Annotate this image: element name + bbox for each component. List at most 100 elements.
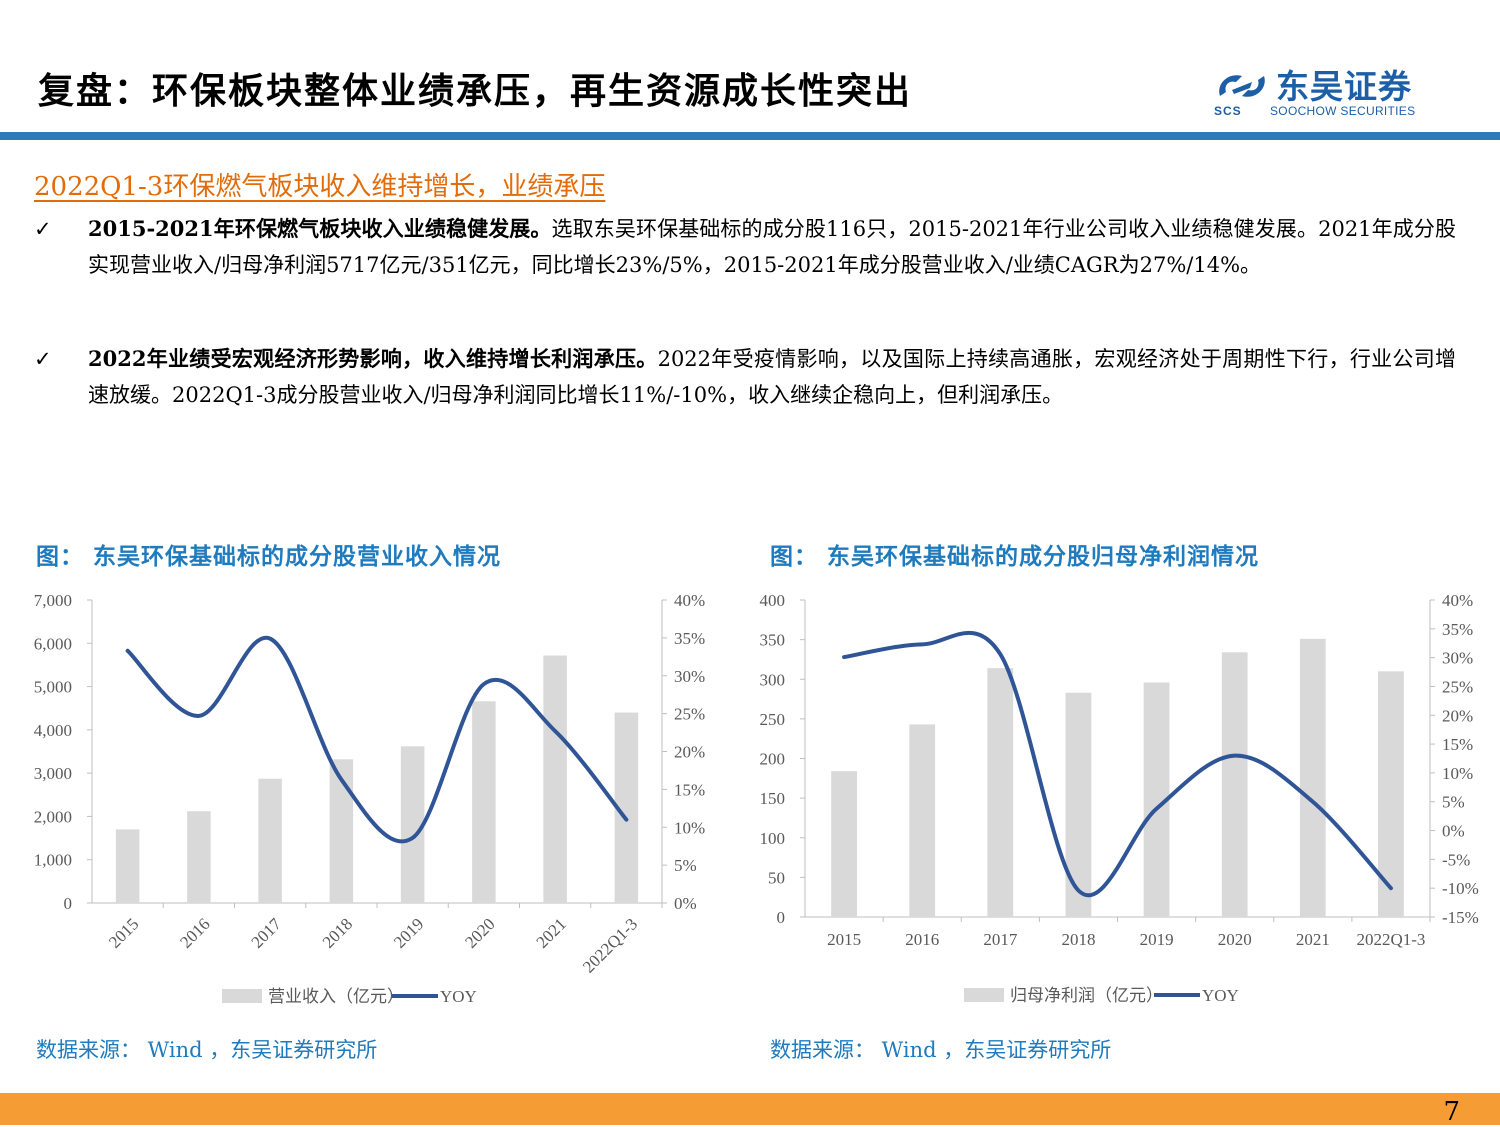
- bar: [115, 829, 140, 903]
- yoy-line: [125, 635, 629, 844]
- right-tick-label: 20%: [674, 743, 705, 762]
- check-icon: ✓: [34, 347, 52, 371]
- left-figure-title: 图： 东吴环保基础标的成分股营业收入情况: [36, 543, 502, 570]
- bullet-bold: 2015-2021年环保燃气板块收入业绩稳健发展。: [88, 216, 552, 241]
- left-tick-label: 350: [760, 631, 786, 650]
- bar: [472, 701, 496, 903]
- right-tick-label: 15%: [674, 780, 705, 799]
- left-tick-label: 0: [64, 894, 73, 913]
- page-number: 7: [1443, 1097, 1460, 1127]
- right-tick-label: 5%: [1442, 793, 1465, 812]
- bar: [909, 724, 936, 917]
- left-tick-label: 5,000: [34, 678, 72, 697]
- left-tick-label: 4,000: [34, 721, 72, 740]
- legend-bar-swatch: [964, 988, 1004, 1002]
- bar: [831, 771, 857, 917]
- net-profit-chart: 0 50 100 150 200 250 300 350 400 -15% -10% -5% 0% 5% 1…: [760, 591, 1479, 1005]
- right-tick-label: 15%: [1442, 735, 1473, 754]
- header-divider: [0, 132, 1500, 140]
- bar: [543, 655, 567, 903]
- left-tick-label: 250: [760, 710, 786, 729]
- left-tick-label: 7,000: [34, 591, 72, 610]
- bullet-text: 2015-2021年环保燃气板块收入业绩稳健发展。选取东吴环保基础标的成分股11…: [88, 211, 1456, 283]
- legend-line-label: YOY: [1202, 986, 1239, 1005]
- x-tick-label: 2016: [176, 914, 213, 951]
- x-tick-label: 2018: [319, 914, 356, 951]
- x-tick-label: 2017: [983, 930, 1018, 949]
- x-tick-label: 2022Q1-3: [579, 914, 641, 976]
- left-tick-label: 6,000: [34, 634, 72, 653]
- x-tick-label: 2021: [1296, 930, 1330, 949]
- bar: [1299, 638, 1326, 917]
- footer-bar: [0, 1093, 1500, 1125]
- x-tick-label: 2019: [390, 914, 427, 951]
- right-data-source: 数据来源： Wind ，东吴证券研究所: [770, 1038, 1112, 1062]
- left-tick-label: 150: [760, 789, 786, 808]
- x-tick-label: 2022Q1-3: [1356, 930, 1425, 949]
- right-tick-label: -5%: [1442, 850, 1470, 869]
- yoy-line: [842, 630, 1393, 898]
- right-tick-label: -15%: [1442, 908, 1479, 927]
- left-tick-label: 100: [760, 829, 786, 848]
- legend-line-label: YOY: [440, 987, 477, 1006]
- logo-icon: [1219, 75, 1265, 97]
- bullet-text: 2022年业绩受宏观经济形势影响，收入维持增长利润承压。2022年受疫情影响，以…: [88, 341, 1456, 413]
- right-tick-label: 35%: [674, 629, 705, 648]
- right-tick-label: 5%: [674, 856, 697, 875]
- x-tick-label: 2020: [461, 914, 498, 951]
- bar: [1221, 652, 1248, 917]
- left-tick-label: 400: [760, 591, 786, 610]
- left-data-source: 数据来源： Wind ，东吴证券研究所: [36, 1038, 378, 1062]
- left-tick-label: 1,000: [34, 851, 72, 870]
- x-tick-label: 2020: [1218, 930, 1252, 949]
- right-tick-label: 0%: [1442, 822, 1465, 841]
- bullet-body: 选取东吴环保基础标的成分股116只，2015-2021年行业公司收入业绩稳健发展…: [88, 217, 1456, 277]
- right-tick-label: 30%: [1442, 649, 1473, 668]
- legend-bar-swatch: [222, 989, 262, 1003]
- right-figure-title: 图： 东吴环保基础标的成分股归母净利润情况: [770, 543, 1260, 570]
- right-tick-label: 10%: [1442, 764, 1473, 783]
- right-tick-label: 40%: [674, 591, 705, 610]
- x-tick-label: 2016: [905, 930, 939, 949]
- bar: [1065, 692, 1092, 917]
- right-tick-label: 40%: [1442, 591, 1473, 610]
- logo-subtitle: SOOCHOW SECURITIES: [1270, 104, 1416, 118]
- page-title: 复盘：环保板块整体业绩承压，再生资源成长性突出: [38, 70, 913, 112]
- x-tick-label: 2019: [1140, 930, 1174, 949]
- bar: [258, 778, 282, 903]
- right-tick-label: 25%: [1442, 677, 1473, 696]
- right-tick-label: 10%: [674, 818, 705, 837]
- bar: [400, 746, 425, 903]
- legend-bar-label: 营业收入（亿元）: [268, 987, 404, 1006]
- right-tick-label: 0%: [674, 894, 697, 913]
- bullet-body: 2022年受疫情影响，以及国际上持续高通胀，宏观经济处于周期性下行，行业公司增速…: [88, 347, 1456, 407]
- right-tick-label: 25%: [674, 705, 705, 724]
- left-tick-label: 0: [777, 908, 786, 927]
- bar: [614, 712, 639, 903]
- check-icon: ✓: [34, 217, 52, 241]
- right-tick-label: 35%: [1442, 620, 1473, 639]
- logo-name: 东吴证券: [1276, 67, 1412, 106]
- bullet-bold: 2022年业绩受宏观经济形势影响，收入维持增长利润承压。: [88, 346, 658, 371]
- section-subheading: 2022Q1-3环保燃气板块收入维持增长，业绩承压: [34, 172, 606, 202]
- right-tick-label: 20%: [1442, 706, 1473, 725]
- x-tick-label: 2021: [532, 914, 569, 951]
- bar: [187, 811, 211, 903]
- right-tick-label: -10%: [1442, 879, 1479, 898]
- x-tick-label: 2015: [105, 914, 142, 951]
- left-tick-label: 2,000: [34, 807, 72, 826]
- company-logo: 东吴证券 SCS SOOCHOW SECURITIES: [1214, 66, 1444, 124]
- bar: [987, 668, 1014, 917]
- right-tick-label: 30%: [674, 667, 705, 686]
- x-tick-label: 2018: [1061, 930, 1095, 949]
- x-tick-label: 2015: [827, 930, 861, 949]
- left-tick-label: 200: [760, 750, 786, 769]
- x-tick-label: 2017: [247, 914, 285, 952]
- left-tick-label: 300: [760, 670, 786, 689]
- left-tick-label: 3,000: [34, 764, 72, 783]
- bar: [329, 759, 354, 903]
- revenue-chart: 0 1,000 2,000 3,000 4,000 5,000 6,000 7,000 0% 5%…: [34, 591, 705, 1006]
- legend-bar-label: 归母净利润（亿元）: [1010, 986, 1163, 1005]
- logo-abbr: SCS: [1214, 104, 1242, 118]
- left-tick-label: 50: [768, 868, 785, 887]
